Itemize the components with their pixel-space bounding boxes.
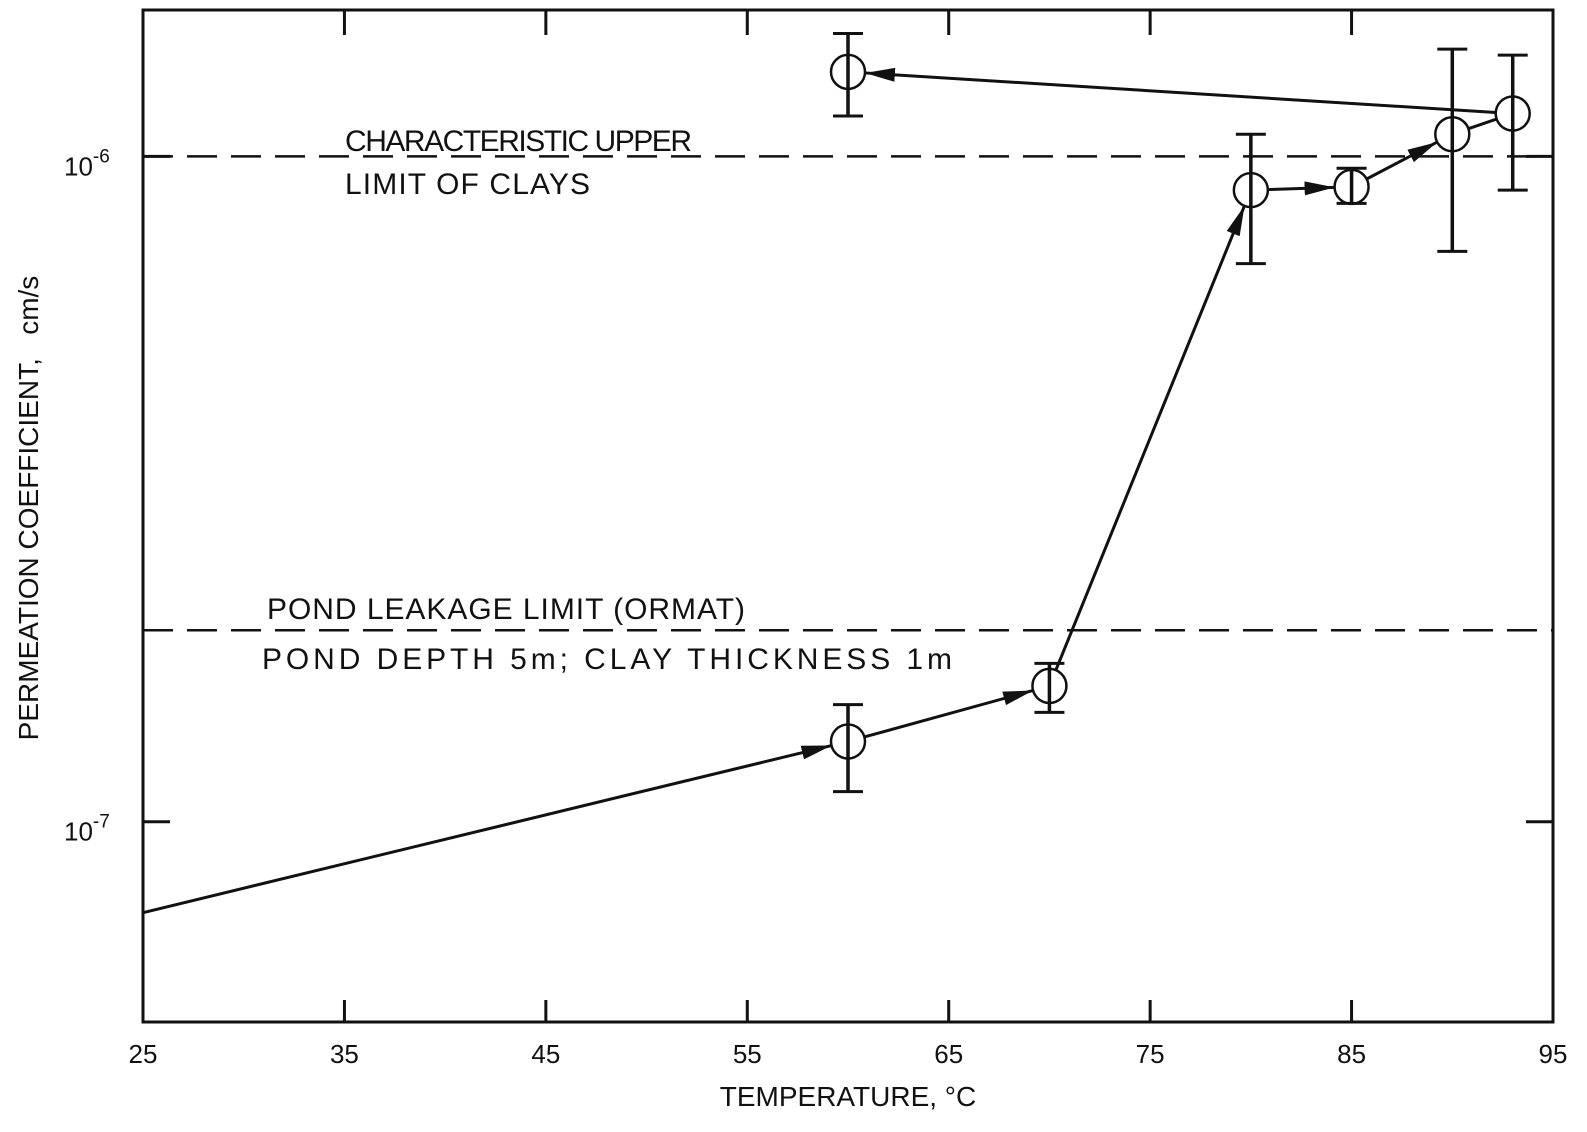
path-segment-4: [1268, 187, 1335, 189]
x-tick-label-25: 25: [129, 1039, 158, 1069]
pond-leakage-limit-label-bottom: POND DEPTH 5m; CLAY THICKNESS 1m: [262, 643, 952, 676]
y-tick-label-base: 10: [64, 817, 93, 847]
error-bar-3: [1236, 134, 1266, 263]
path-segment-6: [1468, 119, 1496, 129]
x-tick-label-75: 75: [1136, 1039, 1165, 1069]
path-segment-5: [1367, 142, 1438, 179]
path-segment-2: [864, 690, 1033, 737]
x-tick-label-35: 35: [330, 1039, 359, 1069]
y-axis-label: PERMEATION COEFFICIENT, cm/s: [13, 276, 44, 741]
path-segment-7: [865, 73, 1496, 113]
reference-line-labels: CHARACTERISTIC UPPER LIMIT OF CLAYS POND…: [262, 125, 952, 676]
x-tick-label-45: 45: [531, 1039, 560, 1069]
x-tick-label-85: 85: [1337, 1039, 1366, 1069]
y-tick-label-exponent: -7: [93, 812, 110, 833]
y-tick-label-base: 10: [64, 151, 93, 181]
plot-frame: [143, 10, 1553, 1022]
x-axis-label: TEMPERATURE, °C: [720, 1081, 976, 1112]
reference-lines: [143, 156, 1553, 630]
x-tick-label-65: 65: [934, 1039, 963, 1069]
y-tick-label-1: 10-6: [64, 146, 110, 181]
upper-clay-limit-label-top: CHARACTERISTIC UPPER: [345, 125, 692, 158]
error-bar-7: [833, 34, 863, 116]
upper-clay-limit-label-bottom: LIMIT OF CLAYS: [345, 168, 590, 201]
x-tick-label-95: 95: [1539, 1039, 1568, 1069]
error-bars: [833, 34, 1528, 792]
error-bar-6: [1498, 55, 1528, 190]
path-segment-3: [1056, 206, 1245, 670]
error-bar-1: [833, 705, 863, 792]
path-segment-1: [143, 746, 831, 913]
error-bar-2: [1034, 663, 1064, 712]
pond-leakage-limit-label-top: POND LEAKAGE LIMIT (ORMAT): [267, 593, 745, 626]
x-tick-label-55: 55: [733, 1039, 762, 1069]
y-tick-label-2: 10-7: [64, 812, 110, 847]
y-tick-label-exponent: -6: [93, 146, 110, 167]
